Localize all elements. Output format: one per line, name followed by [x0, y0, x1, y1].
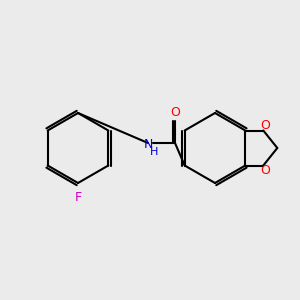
Text: H: H — [150, 147, 158, 157]
Text: O: O — [170, 106, 180, 119]
Text: N: N — [143, 139, 153, 152]
Text: O: O — [260, 119, 270, 132]
Text: F: F — [74, 191, 82, 204]
Text: O: O — [260, 164, 270, 177]
